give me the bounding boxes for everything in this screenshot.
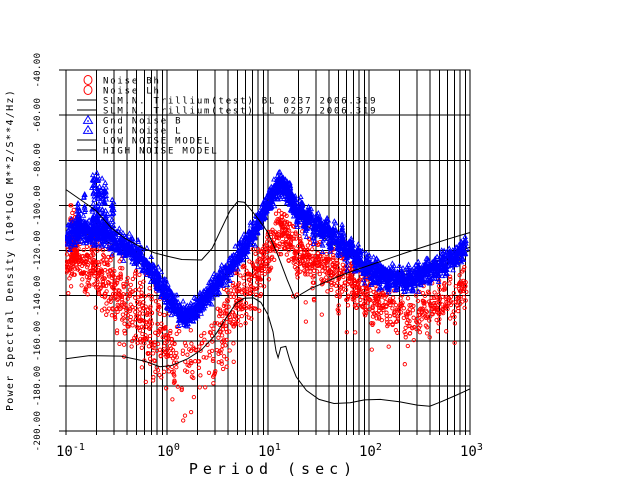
y-tick-label: -140.00 — [33, 275, 43, 316]
x-tick-label: 10-1 — [56, 442, 85, 460]
legend-label: Noise Bh — [103, 77, 161, 87]
legend-label: SLM.N. Trillium(test) LL 0237 2006.319 — [103, 107, 377, 117]
y-tick-label: -180.00 — [33, 366, 43, 407]
legend-label: Noise Lh — [103, 87, 161, 97]
y-tick-label: -60.00 — [33, 98, 43, 133]
x-tick-label: 103 — [460, 442, 483, 460]
legend-circle-icon — [83, 85, 93, 95]
x-tick-label: 102 — [359, 442, 382, 460]
x-axis: 10-1 100 101 102 103 Period (sec) — [56, 442, 483, 478]
data-layer — [65, 168, 471, 423]
legend-label: SLM.N. Trillium(test) BL 0237 2006.319 — [103, 97, 377, 107]
legend-label: HIGH NOISE MODEL — [103, 147, 219, 157]
legend-label: LOW NOISE MODEL — [103, 137, 211, 147]
legend-triangle-dot — [87, 120, 89, 122]
legend-triangle-icon — [82, 114, 94, 124]
y-tick-label: -40.00 — [33, 53, 43, 88]
x-tick-label: 101 — [258, 442, 281, 460]
x-axis-title: Period (sec) — [189, 460, 357, 478]
y-tick-label: -200.00 — [33, 411, 43, 452]
y-axis-title: Power Spectral Density (10*LOG M**2/S**4… — [5, 89, 16, 411]
legend-label: Gnd Noise L — [103, 127, 182, 137]
y-tick-label: -120.00 — [33, 230, 43, 271]
series-gnd-noise-l — [65, 169, 469, 329]
y-tick-label: -80.00 — [33, 143, 43, 178]
series-noise-lh — [65, 207, 468, 423]
y-axis: -40.00 -60.00 -80.00 -100.00 -120.00 -140.00 -… — [5, 53, 43, 452]
line-high-noise-model — [65, 189, 471, 300]
legend-circle-icon — [83, 75, 93, 85]
y-tick-label: -100.00 — [33, 185, 43, 226]
line-low-noise-model — [65, 297, 471, 407]
x-tick-label: 100 — [157, 442, 180, 460]
legend-triangle-dot — [87, 130, 89, 132]
legend-triangle-icon — [82, 124, 94, 134]
legend-label: Gnd Noise B — [103, 117, 182, 127]
y-tick-label: -160.00 — [33, 320, 43, 361]
